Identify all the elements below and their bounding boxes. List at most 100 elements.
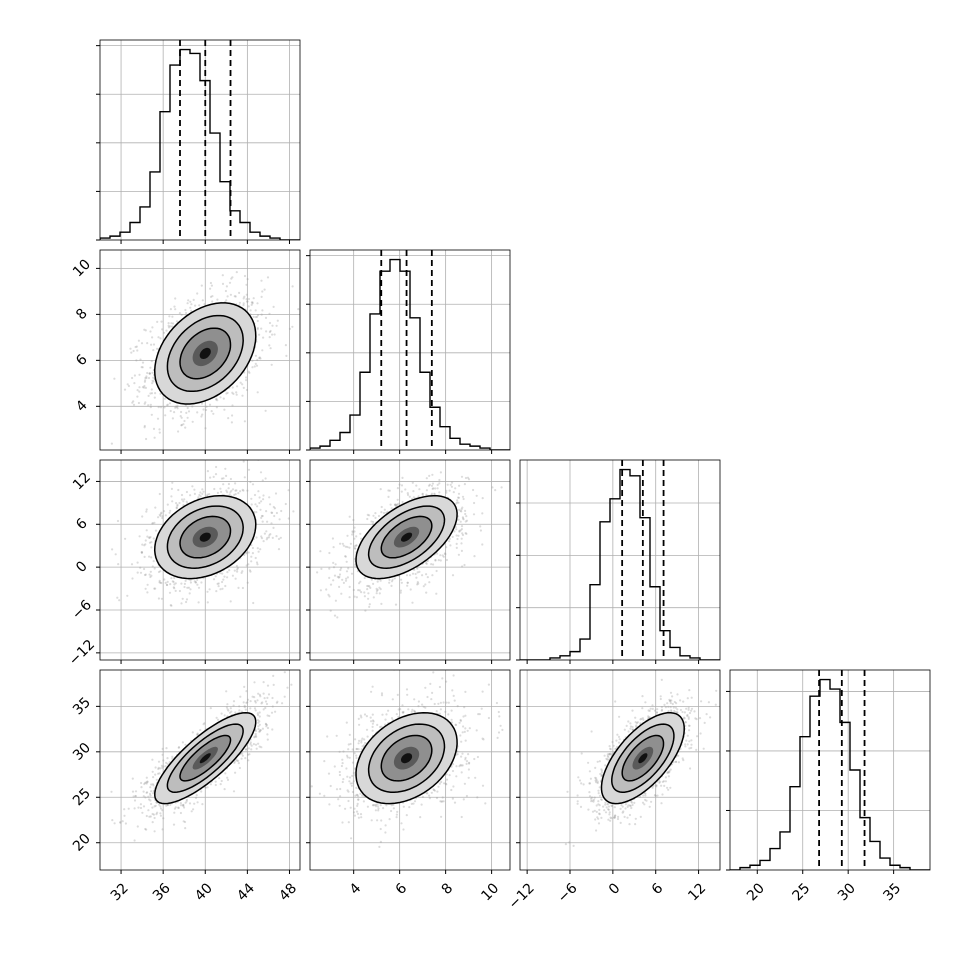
scatter-point <box>268 336 271 339</box>
scatter-point <box>212 578 216 581</box>
scatter-point <box>137 339 140 342</box>
scatter-point <box>145 375 148 378</box>
scatter-point <box>353 595 356 598</box>
scatter-point <box>347 567 350 570</box>
scatter-point <box>368 585 371 588</box>
scatter-point <box>418 488 421 491</box>
scatter-point <box>462 497 465 501</box>
histogram-step <box>730 678 930 870</box>
scatter-point <box>274 492 278 495</box>
scatter-point <box>134 345 137 349</box>
scatter-point <box>250 301 253 304</box>
scatter-point <box>185 311 188 315</box>
scatter-point <box>273 507 276 510</box>
scatter-point <box>348 596 351 599</box>
scatter-point <box>216 399 219 402</box>
scatter-point <box>138 386 141 389</box>
scatter-point <box>197 601 200 604</box>
scatter-point <box>148 536 151 539</box>
scatter-point <box>192 298 195 301</box>
scatter-point <box>265 330 268 333</box>
scatter-point <box>180 493 184 497</box>
scatter-point <box>264 722 267 726</box>
scatter-point <box>460 549 463 553</box>
scatter-point <box>183 582 186 586</box>
contour-line <box>380 515 433 559</box>
scatter-point <box>215 398 218 401</box>
scatter-point <box>140 551 143 555</box>
scatter-point <box>224 289 227 293</box>
scatter-point <box>219 572 222 575</box>
panel-frame <box>99 249 301 451</box>
scatter-point <box>344 555 347 558</box>
scatter-point <box>124 537 127 540</box>
scatter-point <box>434 487 437 490</box>
scatter-point <box>261 309 264 312</box>
scatter-point <box>390 580 394 583</box>
scatter-point <box>151 783 154 786</box>
scatter-point <box>462 518 465 521</box>
scatter-point <box>150 413 153 416</box>
scatter-point <box>183 806 186 809</box>
scatter-point <box>170 495 173 498</box>
scatter-point <box>243 685 246 689</box>
scatter-point <box>336 575 339 578</box>
scatter-point <box>254 503 257 506</box>
scatter-point <box>135 345 138 348</box>
scatter-point <box>275 324 278 327</box>
scatter-point <box>259 471 263 474</box>
scatter-point <box>252 242 254 244</box>
scatter-point <box>201 492 204 495</box>
scatter-point <box>127 384 130 388</box>
scatter-point <box>158 581 161 584</box>
scatter-point <box>394 603 398 606</box>
scatter-point <box>176 407 179 410</box>
scatter-point <box>136 349 139 352</box>
scatter-point <box>215 406 218 409</box>
scatter-point <box>242 304 245 307</box>
scatter-point <box>216 298 219 301</box>
scatter-point <box>144 573 147 576</box>
scatter-point <box>208 588 211 591</box>
scatter-point <box>448 489 451 492</box>
scatter-point <box>251 546 254 550</box>
scatter-point <box>211 295 214 298</box>
contour-line <box>355 494 458 580</box>
scatter-point <box>275 701 278 704</box>
scatter-point <box>380 510 383 514</box>
scatter-point <box>426 576 429 579</box>
scatter-point <box>431 574 434 577</box>
scatter-point <box>346 576 349 579</box>
scatter-point <box>245 293 248 296</box>
scatter-point <box>149 406 152 409</box>
scatter-point <box>328 551 331 555</box>
scatter-point <box>276 319 279 322</box>
scatter-point <box>177 488 180 492</box>
scatter-panel-1-0 <box>100 242 300 450</box>
scatter-point <box>145 437 148 441</box>
scatter-point <box>152 343 156 346</box>
scatter-point <box>328 567 331 570</box>
scatter-point <box>126 594 129 597</box>
scatter-point <box>219 487 222 490</box>
scatter-point <box>353 547 356 550</box>
scatter-point <box>367 597 370 600</box>
scatter-point <box>185 411 188 414</box>
scatter-point <box>328 576 331 580</box>
scatter-point <box>186 416 189 419</box>
scatter-point <box>256 302 259 305</box>
scatter-point <box>149 403 152 406</box>
scatter-point <box>254 362 257 365</box>
scatter-point <box>464 512 467 516</box>
scatter-point <box>379 488 382 491</box>
scatter-point <box>227 417 230 420</box>
scatter-point <box>277 537 281 541</box>
scatter-point <box>146 780 149 784</box>
scatter-point <box>270 711 274 714</box>
scatter-point <box>167 322 170 325</box>
scatter-point <box>153 396 156 399</box>
scatter-point <box>263 532 266 535</box>
scatter-point <box>442 555 445 558</box>
scatter-point <box>261 514 264 518</box>
scatter-point <box>151 379 154 382</box>
